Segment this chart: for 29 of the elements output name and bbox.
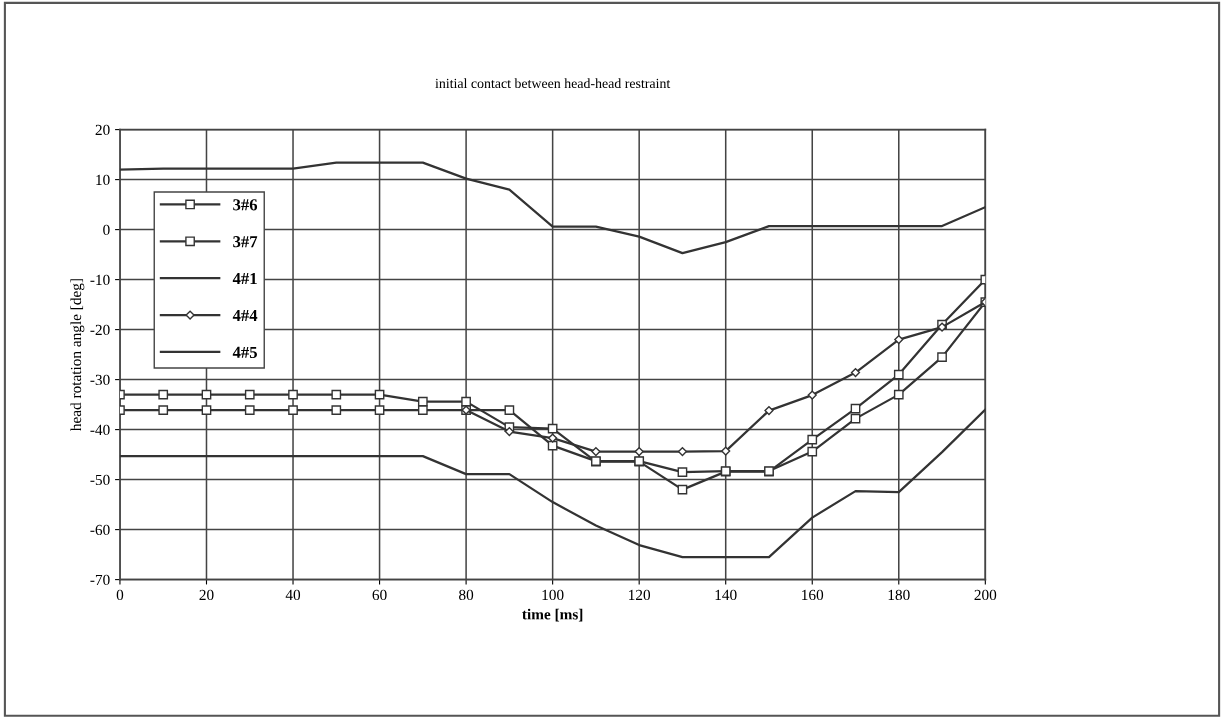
legend-label: 4#4: [232, 309, 258, 321]
y-tick-label: -30: [90, 374, 110, 386]
y-tick-label: -70: [90, 574, 110, 586]
x-axis-title: time [ms]: [522, 608, 583, 622]
x-tick-label: 180: [888, 589, 910, 601]
legend-label: 4#5: [232, 346, 257, 358]
legend-label: 4#1: [232, 273, 257, 285]
x-tick-label: 100: [542, 589, 564, 601]
y-axis-title: head rotation angle [deg]: [70, 279, 85, 432]
x-tick-label: 40: [285, 589, 301, 601]
x-tick-label: 160: [802, 589, 824, 601]
x-tick-label: 0: [116, 589, 124, 601]
x-tick-label: 140: [715, 589, 737, 601]
x-tick-label: 80: [459, 589, 474, 601]
y-tick-label: -60: [90, 524, 110, 536]
x-tick-label: 20: [199, 589, 214, 601]
x-tick-label: 200: [974, 589, 997, 601]
y-tick-label: -20: [90, 324, 110, 336]
x-tick-label: 120: [629, 589, 651, 601]
y-tick-label: -10: [90, 274, 110, 286]
chart-title: initial contact between head-head restraint: [435, 78, 671, 89]
y-tick-label: -40: [90, 424, 110, 436]
legend-label: 3#7: [233, 236, 258, 248]
y-tick-label: -50: [90, 474, 110, 486]
y-tick-label: 10: [96, 174, 110, 186]
y-tick-label: 20: [95, 124, 110, 136]
x-tick-label: 60: [372, 589, 387, 601]
legend-label: 3#6: [233, 199, 258, 211]
y-tick-label: 0: [103, 224, 110, 236]
